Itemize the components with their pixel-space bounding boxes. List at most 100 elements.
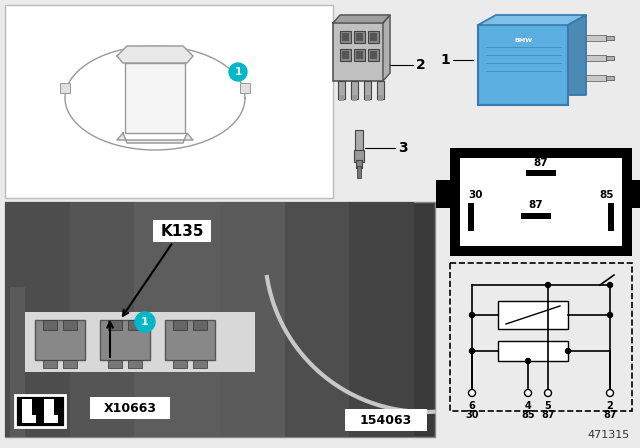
Text: 5: 5 — [545, 401, 552, 411]
Text: 6: 6 — [468, 401, 476, 411]
Bar — [63, 320, 77, 330]
Bar — [5, 5, 333, 198]
Text: 3: 3 — [398, 141, 408, 155]
Bar — [345, 409, 427, 431]
Bar — [108, 360, 122, 368]
Circle shape — [470, 313, 474, 318]
Bar — [606, 76, 614, 80]
Bar — [526, 170, 556, 176]
Bar — [153, 220, 211, 242]
Bar — [498, 301, 568, 329]
Bar — [498, 341, 568, 361]
Bar — [460, 158, 622, 246]
Text: 2: 2 — [416, 58, 426, 72]
Polygon shape — [333, 15, 390, 23]
Bar — [128, 320, 142, 330]
Text: 30: 30 — [468, 190, 483, 200]
Bar — [339, 95, 344, 101]
Bar — [521, 213, 551, 219]
Bar — [436, 180, 452, 208]
Bar — [356, 33, 363, 41]
Bar — [354, 31, 365, 43]
Polygon shape — [568, 15, 586, 95]
Bar — [108, 320, 122, 330]
Bar — [364, 81, 371, 99]
Bar — [5, 202, 70, 437]
Bar — [10, 287, 25, 437]
Bar — [60, 83, 70, 93]
Circle shape — [525, 358, 531, 363]
Circle shape — [525, 389, 531, 396]
Bar — [63, 360, 77, 368]
Circle shape — [545, 283, 550, 288]
Text: 154063: 154063 — [360, 414, 412, 426]
Bar — [450, 263, 632, 411]
Bar — [193, 320, 207, 330]
Bar — [342, 33, 349, 41]
Bar — [25, 312, 255, 372]
Bar — [70, 202, 134, 437]
Circle shape — [229, 63, 247, 81]
Bar — [357, 166, 361, 178]
Bar — [378, 95, 383, 101]
Bar — [368, 31, 379, 43]
Text: 1: 1 — [141, 317, 149, 327]
Bar — [173, 360, 187, 368]
Bar — [43, 360, 57, 368]
Bar — [355, 130, 363, 152]
Text: K135: K135 — [160, 224, 204, 238]
Text: BMW: BMW — [514, 38, 532, 43]
Bar — [368, 49, 379, 61]
Circle shape — [607, 283, 612, 288]
Bar — [352, 95, 357, 101]
Bar — [351, 81, 358, 99]
Bar — [630, 180, 640, 208]
Bar — [356, 51, 363, 59]
Bar — [125, 63, 185, 133]
Bar — [90, 397, 170, 419]
Bar — [43, 320, 57, 330]
Bar — [377, 81, 384, 99]
Text: 87: 87 — [541, 410, 555, 420]
Text: 85: 85 — [521, 410, 535, 420]
Text: 85: 85 — [600, 190, 614, 200]
Polygon shape — [383, 15, 390, 81]
Bar — [165, 320, 215, 360]
Bar — [608, 203, 614, 231]
Bar — [173, 320, 187, 330]
Text: 1: 1 — [440, 53, 450, 67]
Text: 87: 87 — [529, 200, 543, 210]
Circle shape — [468, 389, 476, 396]
Bar — [128, 360, 142, 368]
Bar — [193, 360, 207, 368]
Bar — [44, 399, 54, 415]
Bar — [100, 320, 150, 360]
Text: 87: 87 — [603, 410, 617, 420]
Bar — [22, 399, 32, 415]
Text: 1: 1 — [234, 67, 242, 77]
Text: 2: 2 — [607, 401, 613, 411]
Bar — [338, 81, 345, 99]
Bar — [586, 35, 606, 41]
Bar — [285, 202, 349, 437]
Bar — [340, 49, 351, 61]
Circle shape — [135, 312, 155, 332]
Bar — [586, 75, 606, 81]
Bar — [450, 148, 632, 256]
Bar — [340, 31, 351, 43]
Bar — [365, 95, 370, 101]
Bar — [606, 56, 614, 60]
Bar — [349, 202, 413, 437]
Bar — [354, 49, 365, 61]
Bar — [356, 160, 362, 168]
Circle shape — [607, 389, 614, 396]
Bar — [478, 25, 568, 105]
Text: 87: 87 — [534, 158, 548, 168]
Bar — [370, 33, 377, 41]
Bar — [5, 202, 435, 437]
Polygon shape — [478, 15, 586, 25]
Text: 471315: 471315 — [588, 430, 630, 440]
Polygon shape — [117, 46, 193, 63]
Text: 30: 30 — [465, 410, 479, 420]
Bar — [370, 51, 377, 59]
